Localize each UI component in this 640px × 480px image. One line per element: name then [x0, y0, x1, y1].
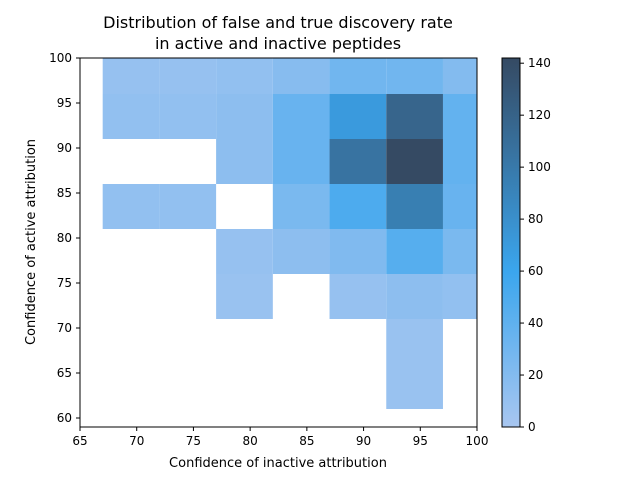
y-axis-label: Confidence of active attribution: [24, 139, 39, 345]
heatmap-cell: [159, 94, 217, 139]
x-tick-label: 75: [186, 434, 201, 448]
x-axis-label: Confidence of inactive attribution: [169, 456, 387, 471]
y-tick-label: 70: [57, 321, 72, 335]
heatmap-cell: [329, 274, 387, 319]
colorbar-tick-label: 60: [528, 264, 543, 278]
heatmap-cell: [102, 58, 160, 94]
y-tick-label: 95: [57, 96, 72, 110]
heatmap-cell: [442, 229, 477, 274]
x-tick-label: 100: [466, 434, 489, 448]
heatmap-cell: [386, 58, 443, 94]
heatmap-cell: [272, 58, 330, 94]
heatmap-cell: [216, 274, 273, 319]
colorbar: 0 20 40 60 80 100 120 140: [501, 56, 551, 434]
colorbar-tick-label: 80: [528, 212, 543, 226]
heatmap-cell: [329, 229, 387, 274]
heatmap-cell: [386, 274, 443, 319]
heatmap-cell: [216, 94, 273, 139]
x-tick-label: 85: [299, 434, 314, 448]
heatmap-cell: [386, 319, 443, 364]
heatmap-cell: [386, 184, 443, 229]
heatmap-cell: [272, 229, 330, 274]
x-tick-label: 65: [72, 434, 87, 448]
y-tick-label: 90: [57, 141, 72, 155]
heatmap-cell: [386, 139, 443, 184]
heatmap-cell: [442, 184, 477, 229]
heatmap-cells: [102, 58, 477, 409]
heatmap-cell: [216, 58, 273, 94]
y-tick-label: 75: [57, 276, 72, 290]
heatmap-cell: [442, 58, 477, 94]
heatmap-cell: [329, 139, 387, 184]
heatmap-cell: [159, 184, 217, 229]
heatmap-cell: [102, 94, 160, 139]
heatmap-cell: [159, 58, 217, 94]
heatmap-cell: [329, 58, 387, 94]
colorbar-tick-label: 20: [528, 368, 543, 382]
heatmap-cell: [272, 139, 330, 184]
heatmap-cell: [442, 274, 477, 319]
heatmap-cell: [386, 364, 443, 409]
heatmap-cell: [329, 184, 387, 229]
y-tick-label: 85: [57, 186, 72, 200]
x-tick-label: 70: [129, 434, 144, 448]
heatmap-cell: [329, 94, 387, 139]
heatmap-cell: [216, 229, 273, 274]
x-tick-label: 90: [356, 434, 371, 448]
heatmap-cell: [386, 229, 443, 274]
colorbar-tick-label: 120: [528, 108, 551, 122]
y-tick-label: 80: [57, 231, 72, 245]
colorbar-tick-label: 40: [528, 316, 543, 330]
colorbar-tick-label: 100: [528, 160, 551, 174]
y-tick-label: 65: [57, 366, 72, 380]
y-tick-label: 100: [49, 51, 72, 65]
x-tick-label: 80: [243, 434, 258, 448]
chart-title-line-1: Distribution of false and true discovery…: [103, 13, 453, 32]
heatmap-cell: [102, 184, 160, 229]
colorbar-tick-label: 0: [528, 420, 536, 434]
chart-title-line-2: in active and inactive peptides: [155, 34, 401, 53]
heatmap-cell: [272, 94, 330, 139]
heatmap-cell: [272, 184, 330, 229]
heatmap-cell: [386, 94, 443, 139]
heatmap-cell: [442, 139, 477, 184]
heatmap-cell: [442, 94, 477, 139]
colorbar-tick-label: 140: [528, 56, 551, 70]
heatmap-cell: [216, 139, 273, 184]
x-tick-label: 95: [413, 434, 428, 448]
colorbar-gradient: [501, 57, 521, 428]
plot-frame: [79, 57, 478, 428]
y-tick-label: 60: [57, 411, 72, 425]
